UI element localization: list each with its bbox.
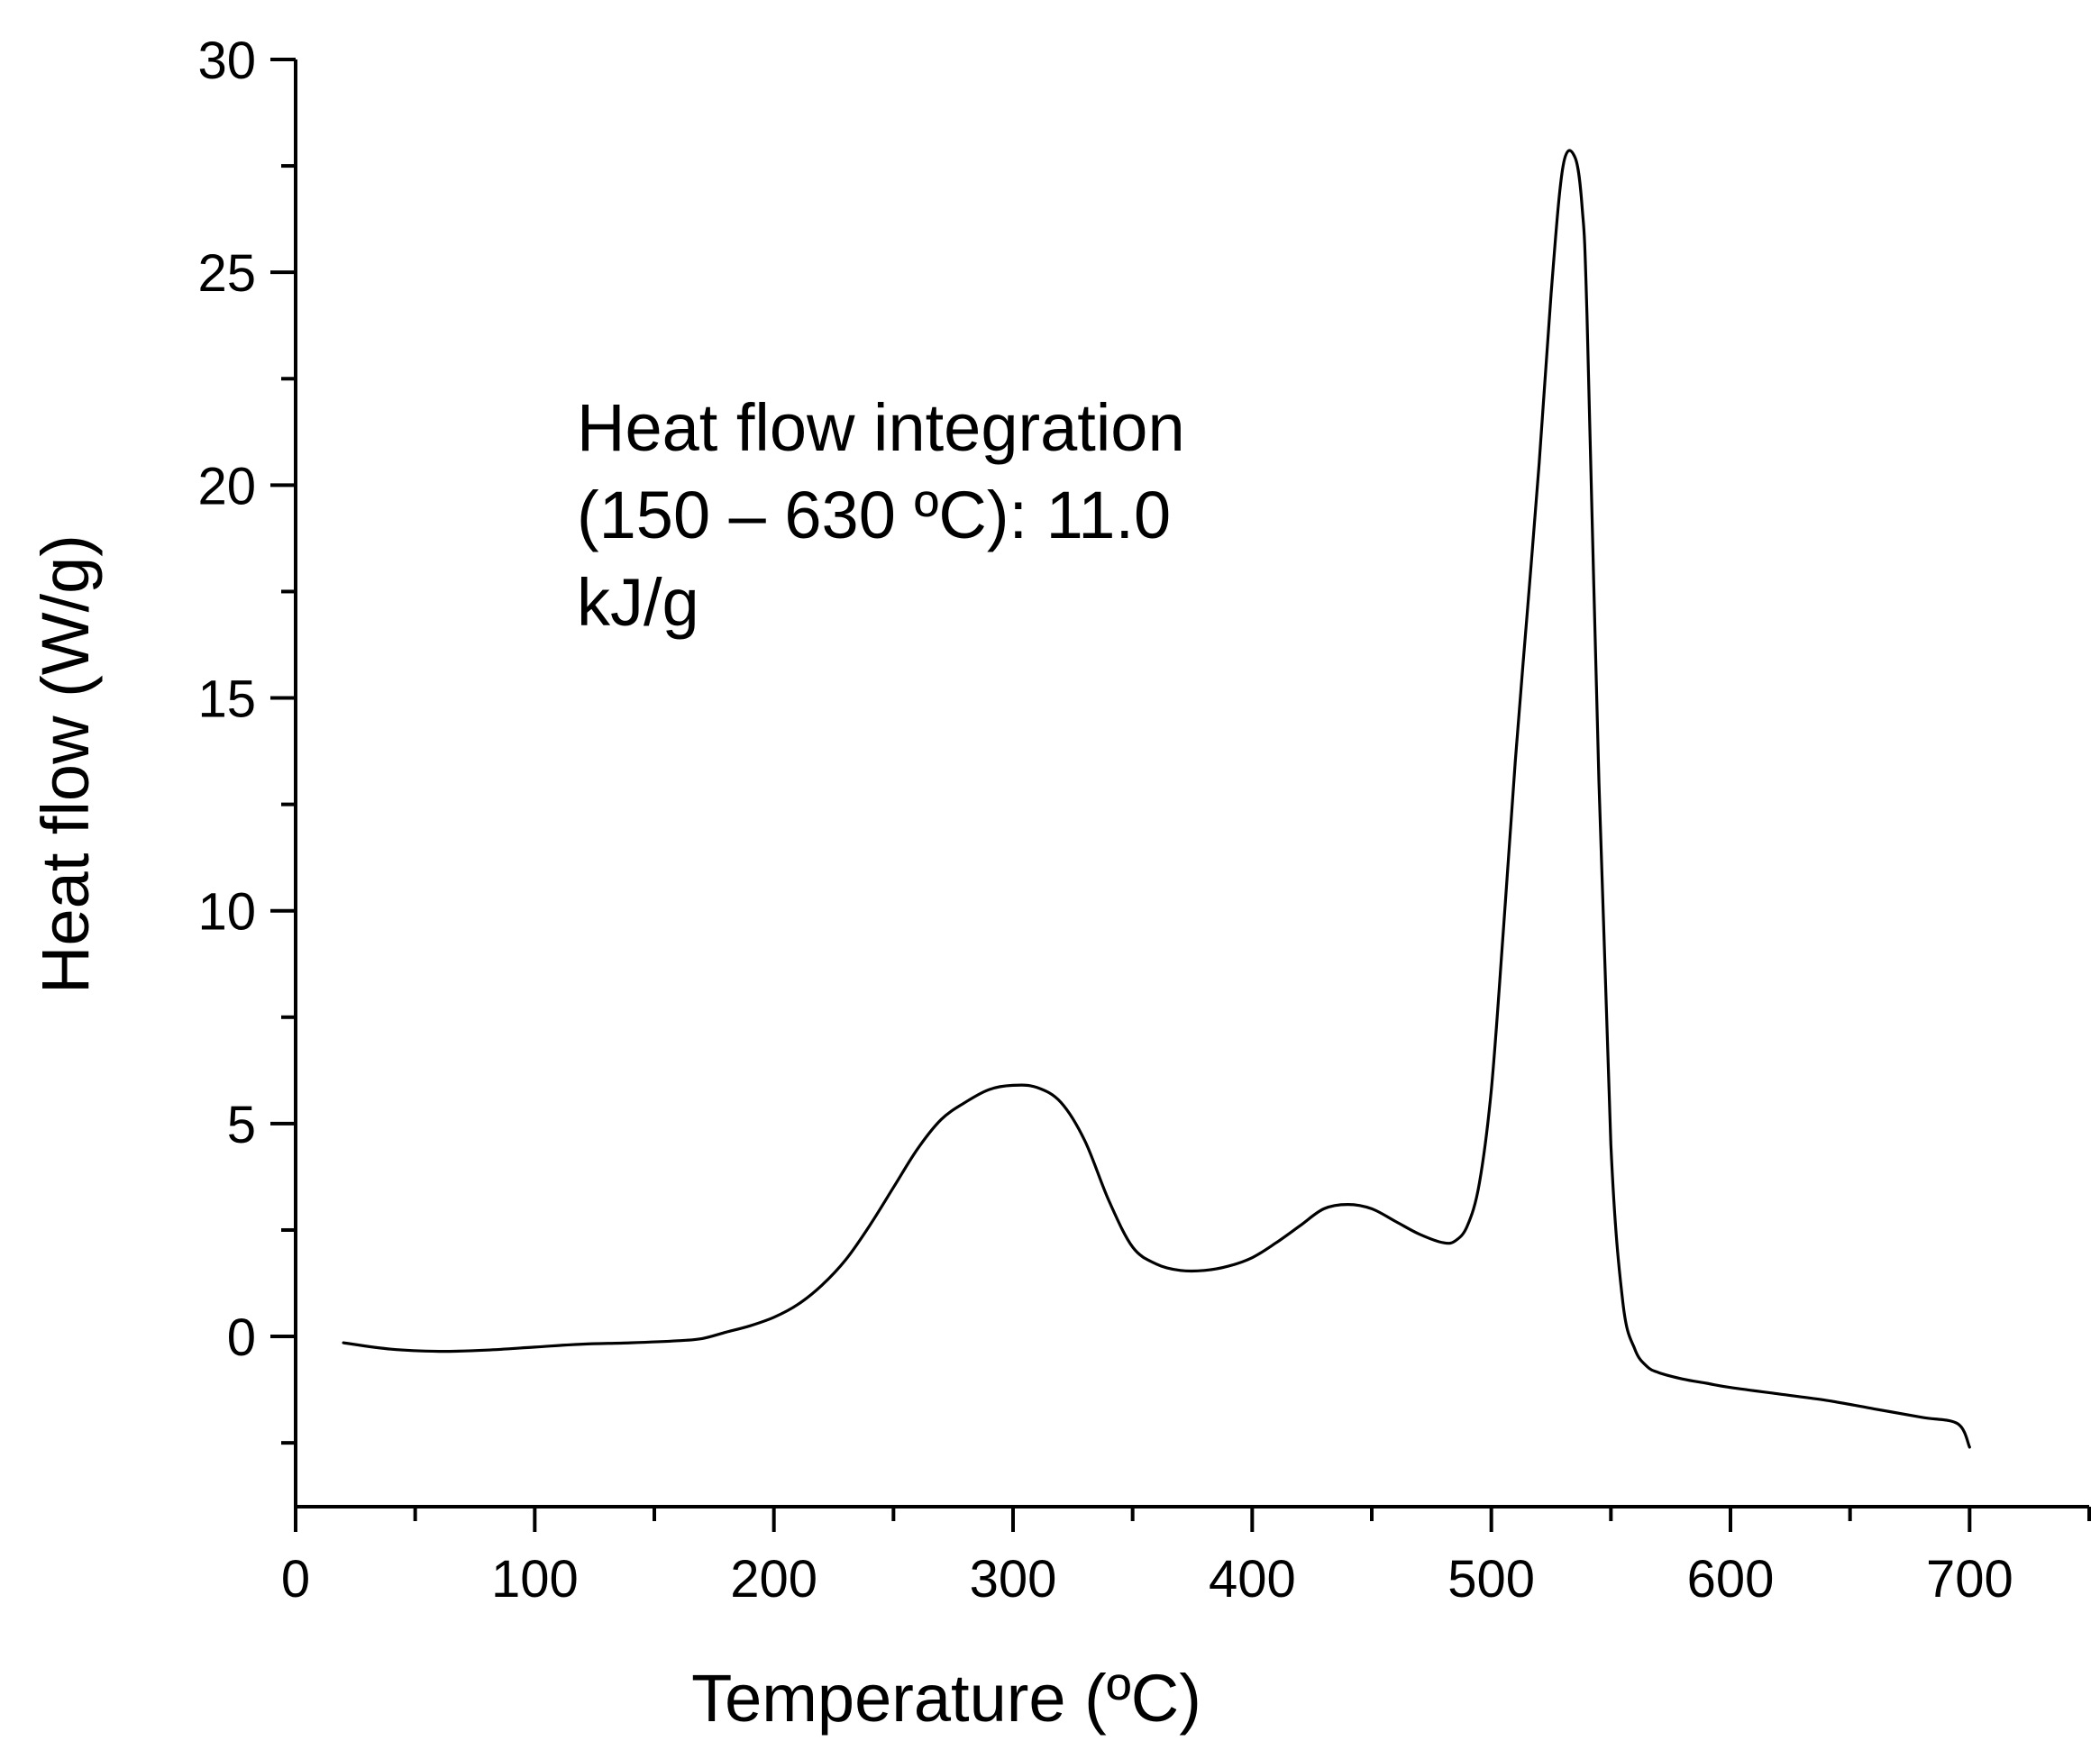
y-tick-label-0: 0 [227,1308,256,1367]
y-tick-label-15: 15 [197,670,256,729]
x-tick-label-100: 100 [491,1550,579,1609]
y-tick-label-25: 25 [197,244,256,303]
y-minor-ticks [281,164,296,1445]
heat-flow-series-line [342,149,1971,1449]
y-tick-label-20: 20 [197,457,256,515]
heat-flow-integration-annotation: Heat flow integration (150 – 630 ºC): 11… [577,390,1203,640]
y-major-ticks [270,58,296,1339]
x-tick-label-200: 200 [730,1550,817,1609]
y-tick-label-10: 10 [197,883,256,942]
x-tick-label-700: 700 [1926,1550,2013,1609]
x-tick-label-500: 500 [1447,1550,1535,1609]
x-tick-label-400: 400 [1209,1550,1296,1609]
x-axis-title: Temperature (ºC) [691,1661,1201,1736]
annotation-line-2: (150 – 630 ºC): 11.0 [577,478,1171,552]
x-tick-labels: 0 100 200 300 400 500 600 700 [281,1550,2013,1609]
x-minor-ticks [413,1507,2091,1521]
x-major-ticks [294,1507,1972,1532]
annotation-line-1: Heat flow integration [577,390,1185,465]
x-tick-label-300: 300 [970,1550,1057,1609]
y-tick-label-5: 5 [227,1096,256,1154]
x-tick-label-600: 600 [1687,1550,1775,1609]
y-axis-title: Heat flow (W/g) [28,534,103,994]
annotation-line-3: kJ/g [577,565,699,640]
y-tick-label-30: 30 [197,32,256,90]
x-tick-label-0: 0 [281,1550,310,1609]
y-tick-labels: 0 5 10 15 20 25 30 [197,32,256,1367]
